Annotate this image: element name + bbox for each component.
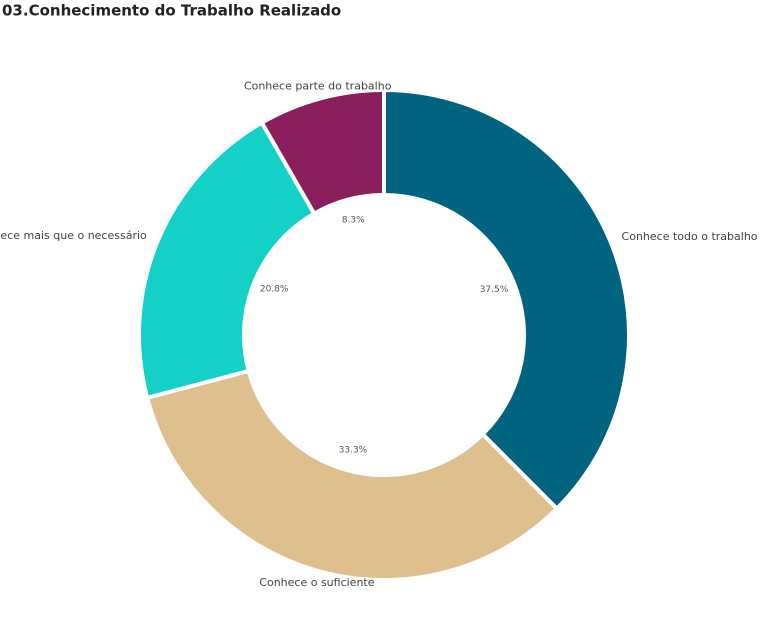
category-label: Conhece todo o trabalho	[622, 230, 758, 243]
value-label: 8.3%	[342, 216, 365, 226]
category-label: Conhece o suficiente	[259, 576, 374, 589]
category-label: Conhece mais que o necessário	[0, 229, 147, 242]
value-label: 37.5%	[480, 285, 509, 295]
donut-slice	[259, 87, 386, 217]
value-label: 33.3%	[339, 445, 368, 455]
category-label: Conhece parte do trabalho	[244, 80, 392, 93]
donut-slice	[137, 119, 317, 401]
value-label: 20.8%	[260, 285, 289, 295]
donut-slice	[144, 368, 560, 582]
donut-slice	[382, 87, 631, 512]
chart-title: 03.Conhecimento do Trabalho Realizado	[2, 2, 341, 20]
